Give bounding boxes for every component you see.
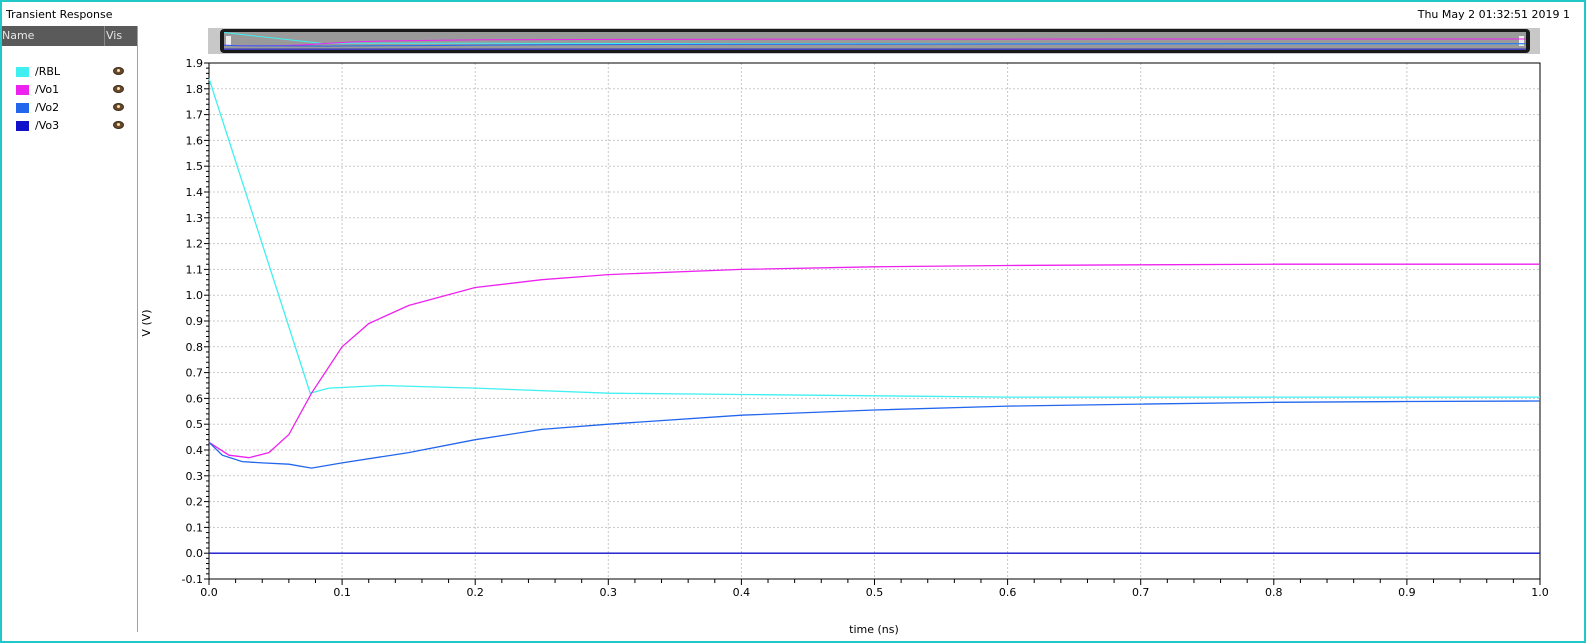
legend-label: /Vo2 [35,101,60,114]
eye-icon[interactable] [113,121,124,129]
legend-label: /RBL [35,65,61,78]
overview-trace-vo2 [223,43,1526,47]
overview-scrollbar[interactable] [208,28,1540,54]
legend-label: /Vo3 [35,119,60,132]
eye-icon[interactable] [113,85,124,93]
overview-right-handle[interactable] [1519,36,1524,46]
eye-icon[interactable] [113,67,124,75]
legend-item-vo3[interactable]: /Vo3 [16,118,131,134]
overview-window-inner [224,32,1526,50]
overview-left-handle[interactable] [226,36,231,46]
title-bar: Transient Response Thu May 2 01:32:51 20… [2,2,1584,24]
legend-swatch-rbl [16,67,29,77]
legend-item-rbl[interactable]: /RBL [16,64,131,80]
window-title: Transient Response [6,8,113,21]
legend-header-name[interactable]: Name [2,29,35,42]
overview-traces [223,32,1526,50]
legend-header: Name Vis [2,26,137,46]
legend-item-vo1[interactable]: /Vo1 [16,82,131,98]
legend-header-vis[interactable]: Vis [106,29,123,42]
legend-swatch-vo3 [16,121,29,131]
eye-icon[interactable] [113,103,124,111]
legend-swatch-vo2 [16,103,29,113]
legend-item-vo2[interactable]: /Vo2 [16,100,131,116]
legend-header-divider [104,26,105,46]
legend-panel: Name Vis /RBL /Vo1 /Vo2 /Vo3 [2,26,138,632]
legend-swatch-vo1 [16,85,29,95]
legend-label: /Vo1 [35,83,60,96]
window-date: Thu May 2 01:32:51 2019 1 [1417,8,1570,21]
